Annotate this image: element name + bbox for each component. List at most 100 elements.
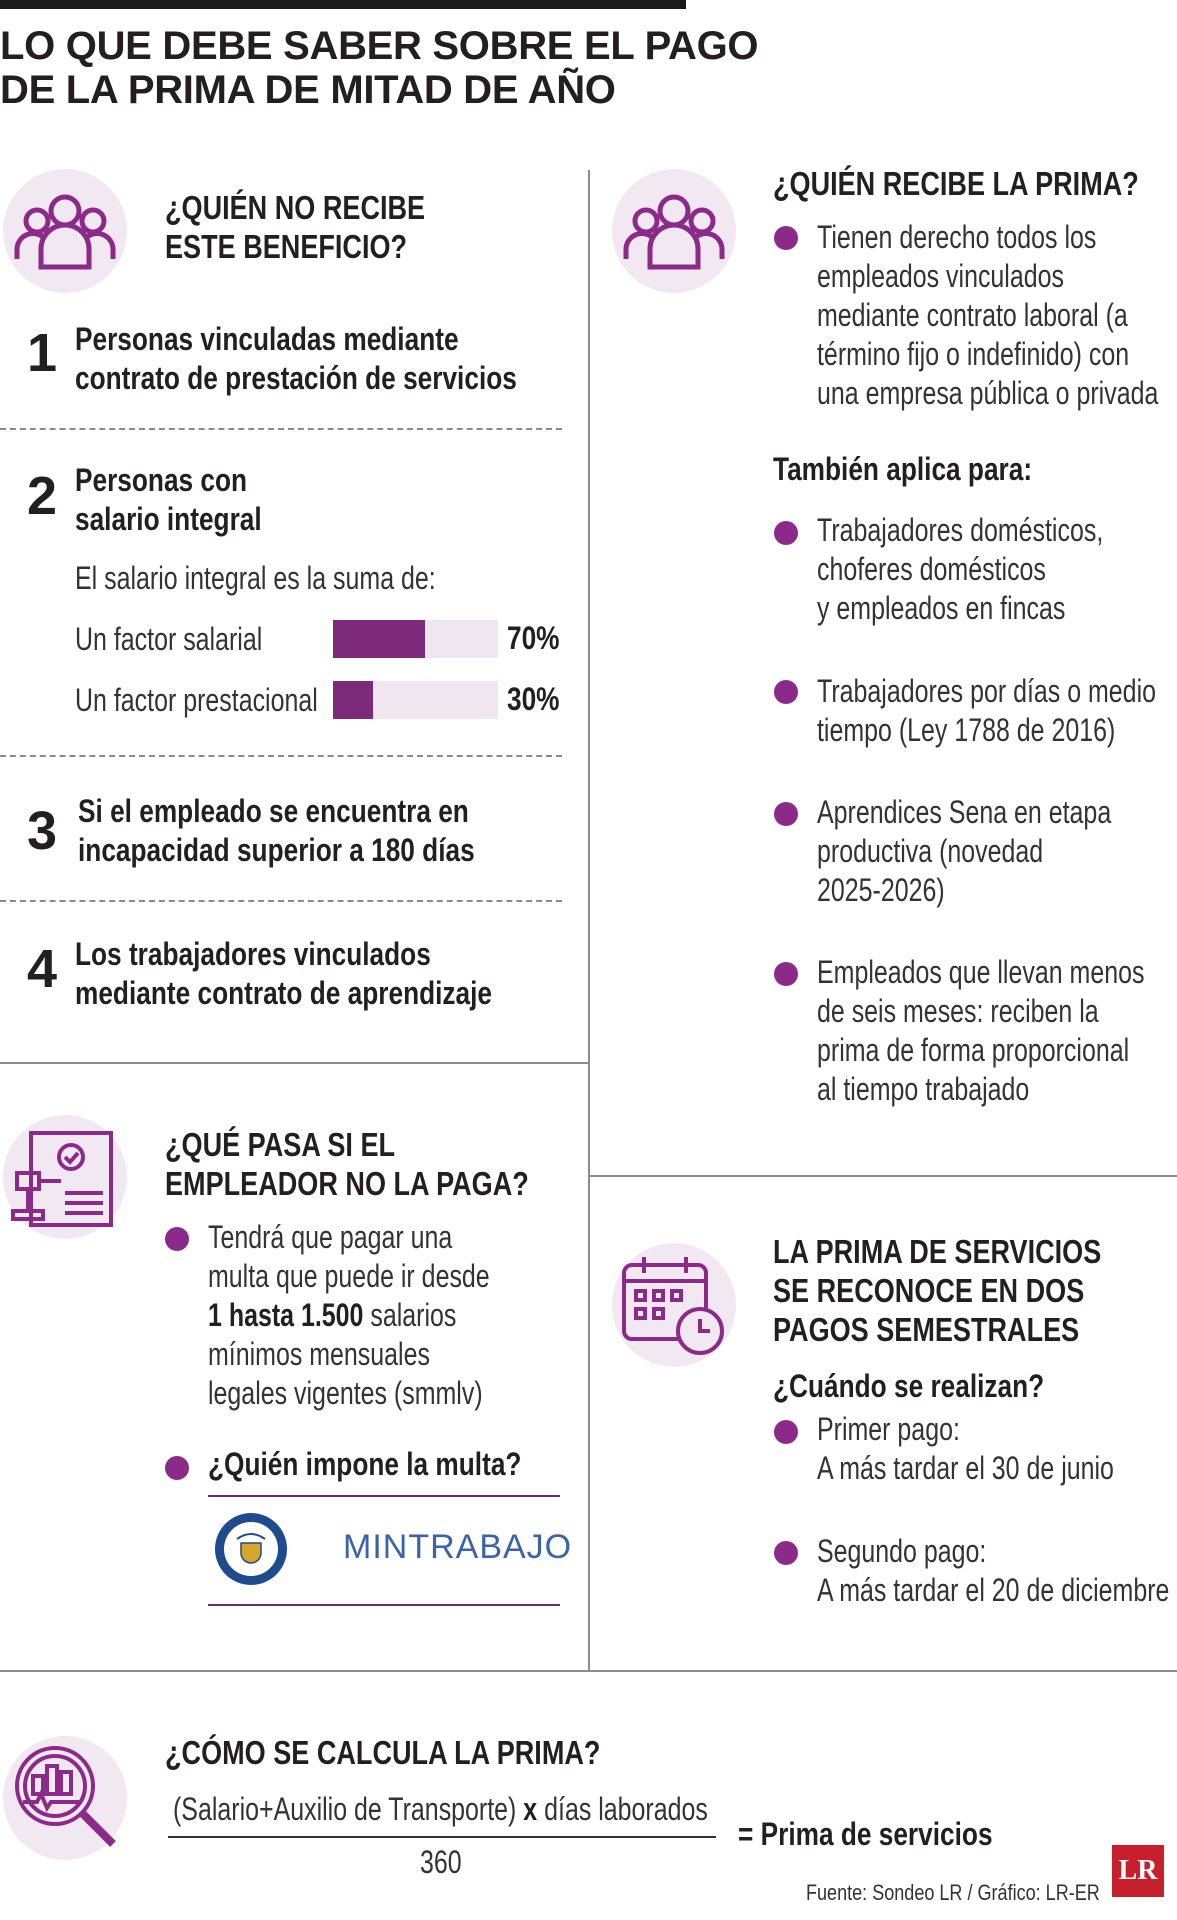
recibe-main-line: Tienen derecho todos los [817,219,1097,255]
tambien-line: 2025-2026) [817,872,945,908]
tambien-line: Trabajadores domésticos, [817,512,1104,548]
no-paga-multa-text: Tendrá que pagar una multa que puede ir … [208,1218,490,1413]
tambien-line: choferes domésticos [817,551,1046,587]
people-group-icon [612,169,736,293]
lr-logo: LR [1112,1845,1164,1897]
factor-bar-prestacional [333,681,498,719]
no-recibe-item-4: Los trabajadores vinculados mediante con… [75,935,492,1013]
salario-integral-intro: El salario integral es la suma de: [75,560,436,596]
multa-range: 1 hasta 1.500 [208,1297,364,1333]
people-group-icon [3,169,127,293]
recibe-main-line: una empresa pública o privada [817,375,1159,411]
formula-numerator-b: días laborados [537,1791,708,1827]
item-number-1: 1 [27,323,58,383]
bullet-dot [774,962,798,986]
formula-times: x [523,1791,538,1827]
multa-line: 1 hasta 1.500 salarios [208,1296,490,1335]
no-recibe-heading-line1: ¿QUIÉN NO RECIBE [165,189,426,226]
no-recibe-item-1: Personas vinculadas mediante contrato de… [75,320,517,398]
formula-result: = Prima de servicios [738,1816,993,1852]
tambien-line: Empleados que llevan menos [817,954,1145,990]
magnifier-chart-icon [3,1736,127,1860]
page-title-line2: DE LA PRIMA DE MITAD DE AÑO [0,68,616,112]
tambien-heading: También aplica para: [773,451,1033,487]
pagos-heading-line1: LA PRIMA DE SERVICIOS [773,1233,1102,1270]
multa-line: legales vigentes (smmlv) [208,1375,483,1411]
factor-pct-salarial: 70% [507,620,560,656]
pago-1-date: A más tardar el 30 de junio [817,1450,1114,1486]
factor-bar-salarial [333,620,498,658]
item-1-line1: Personas vinculadas mediante [75,321,459,357]
factor-label-prestacional: Un factor prestacional [75,682,318,718]
pago-2: Segundo pago: A más tardar el 20 de dici… [817,1532,1169,1610]
formula-denominator: 360 [420,1844,462,1880]
section-divider-bottom [0,1670,1177,1672]
recibe-main-line: término fijo o indefinido) con [817,336,1130,372]
pago-2-label: Segundo pago: [817,1533,987,1569]
bullet-dot [774,521,798,545]
item-4-line2: mediante contrato de aprendizaje [75,975,493,1011]
bullet-dot [774,680,798,704]
factor-pct-prestacional: 30% [507,681,560,717]
no-recibe-item-2: Personas con salario integral [75,461,262,539]
bullet-dot [165,1227,189,1251]
multa-line: multa que puede ir desde [208,1258,490,1294]
pago-1-label: Primer pago: [817,1411,960,1447]
pago-2-date: A más tardar el 20 de diciembre [817,1572,1170,1608]
no-paga-heading-line1: ¿QUÉ PASA SI EL [165,1126,396,1163]
cuando-heading: ¿Cuándo se realizan? [773,1368,1045,1404]
item-1-line2: contrato de prestación de servicios [75,360,517,396]
recibe-heading: ¿QUIÉN RECIBE LA PRIMA? [773,165,1139,202]
pagos-heading: LA PRIMA DE SERVICIOS SE RECONOCE EN DOS… [773,1232,1101,1349]
formula-numerator-a: (Salario+Auxilio de Transporte) [173,1791,524,1827]
item-number-4: 4 [27,939,58,999]
no-paga-heading: ¿QUÉ PASA SI EL EMPLEADOR NO LA PAGA? [165,1125,529,1203]
recibe-main-line: mediante contrato laboral (a [817,297,1128,333]
bullet-dot [774,1420,798,1444]
pagos-heading-line3: PAGOS SEMESTRALES [773,1311,1080,1348]
factor-bar-fill-salarial [333,620,426,658]
tambien-item-2: Trabajadores por días o medio tiempo (Le… [817,672,1156,750]
tambien-line: al tiempo trabajado [817,1071,1030,1107]
gavel-document-icon [3,1115,127,1239]
fraction-bar [168,1836,716,1838]
purple-rule [208,1604,560,1606]
pagos-heading-line2: SE RECONOCE EN DOS [773,1272,1085,1309]
recibe-main-text: Tienen derecho todos los empleados vincu… [817,218,1158,413]
tambien-item-1: Trabajadores domésticos, choferes domést… [817,511,1103,628]
multa-line: Tendrá que pagar una [208,1219,453,1255]
no-recibe-heading-line2: ESTE BENEFICIO? [165,228,408,265]
calculo-heading: ¿CÓMO SE CALCULA LA PRIMA? [165,1734,601,1771]
column-divider [588,170,590,1670]
tambien-item-4: Empleados que llevan menos de seis meses… [817,953,1144,1109]
item-4-line1: Los trabajadores vinculados [75,936,431,972]
formula-numerator: (Salario+Auxilio de Transporte) x días l… [173,1790,708,1829]
tambien-line: y empleados en fincas [817,590,1066,626]
factor-bar-fill-prestacional [333,681,373,719]
bullet-dot [774,802,798,826]
page-title: LO QUE DEBE SABER SOBRE EL PAGO DE LA PR… [0,24,759,112]
multa-line: mínimos mensuales [208,1336,430,1372]
item-number-3: 3 [27,801,58,861]
tambien-line: productiva (novedad [817,833,1044,869]
item-number-2: 2 [27,466,58,526]
no-recibe-item-3: Si el empleado se encuentra en incapacid… [78,792,475,870]
bullet-dot [165,1456,189,1480]
top-bar [0,0,686,9]
purple-rule [208,1495,560,1497]
mintrabajo-logo-text: MINTRABAJO [343,1528,573,1566]
no-recibe-heading: ¿QUIÉN NO RECIBE ESTE BENEFICIO? [165,188,425,266]
item-3-line2: incapacidad superior a 180 días [78,832,475,868]
factor-label-salarial: Un factor salarial [75,621,263,657]
dashed-divider [0,900,562,902]
item-2-line1: Personas con [75,462,248,498]
dashed-divider [0,755,562,757]
item-3-line1: Si el empleado se encuentra en [78,793,469,829]
bullet-dot [774,1541,798,1565]
multa-line-rest: salarios [363,1297,457,1333]
source-credit: Fuente: Sondeo LR / Gráfico: LR-ER [806,1880,1100,1905]
calendar-clock-icon [612,1243,736,1367]
recibe-main-line: empleados vinculados [817,258,1064,294]
quien-impone-label: ¿Quién impone la multa? [208,1446,522,1482]
colombia-seal-icon [215,1513,287,1585]
